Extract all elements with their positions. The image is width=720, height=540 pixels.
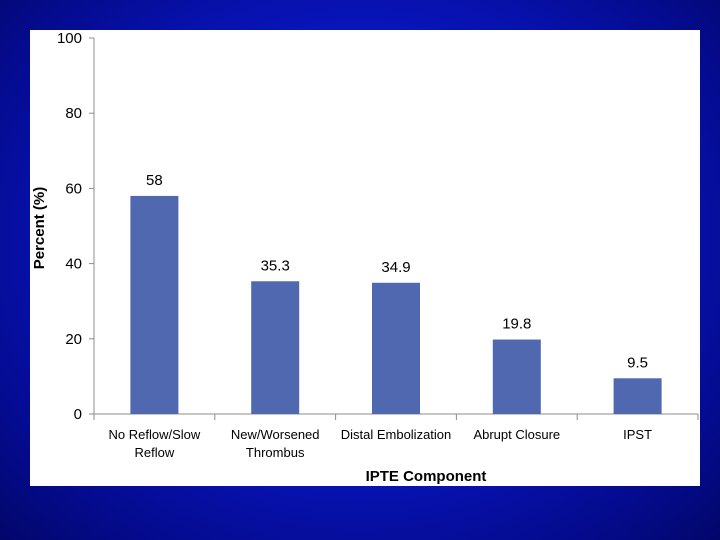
x-tick-label: Distal Embolization xyxy=(341,427,452,442)
data-label: 9.5 xyxy=(627,354,648,371)
bar xyxy=(251,281,300,414)
x-tick-label: Abrupt Closure xyxy=(473,427,560,442)
bar xyxy=(130,195,179,414)
data-label: 58 xyxy=(146,172,163,189)
x-tick-label: IPST xyxy=(623,427,652,442)
y-tick-label: 20 xyxy=(65,331,82,348)
y-tick-label: 100 xyxy=(57,30,82,47)
y-tick-label: 40 xyxy=(65,256,82,273)
x-axis: No Reflow/Slow Reflow New/Worsened Thrombus… xyxy=(93,413,699,460)
data-label: 35.3 xyxy=(261,257,290,274)
y-axis: 0 20 40 60 80 100 xyxy=(57,30,95,423)
data-label: 19.8 xyxy=(502,316,531,333)
chart-panel: 0 20 40 60 80 100 No Reflow/Slow Reflow New/Wor… xyxy=(30,30,700,486)
data-labels: 58 35.3 34.9 19.8 9.5 xyxy=(146,172,648,371)
bars xyxy=(130,195,662,414)
bar xyxy=(613,378,662,414)
y-tick-label: 0 xyxy=(74,406,82,423)
x-tick-label: No Reflow/Slow Reflow xyxy=(109,427,201,460)
y-tick-label: 60 xyxy=(65,180,82,197)
data-label: 34.9 xyxy=(381,259,410,276)
bar-chart: 0 20 40 60 80 100 No Reflow/Slow Reflow New/Wor… xyxy=(31,30,699,485)
bar xyxy=(372,282,420,414)
y-tick-label: 80 xyxy=(65,105,82,122)
x-axis-title: IPTE Component xyxy=(366,468,487,485)
y-axis-title: Percent (%) xyxy=(31,187,48,270)
x-tick-label: New/Worsened Thrombus xyxy=(231,427,320,460)
bar xyxy=(492,339,541,414)
